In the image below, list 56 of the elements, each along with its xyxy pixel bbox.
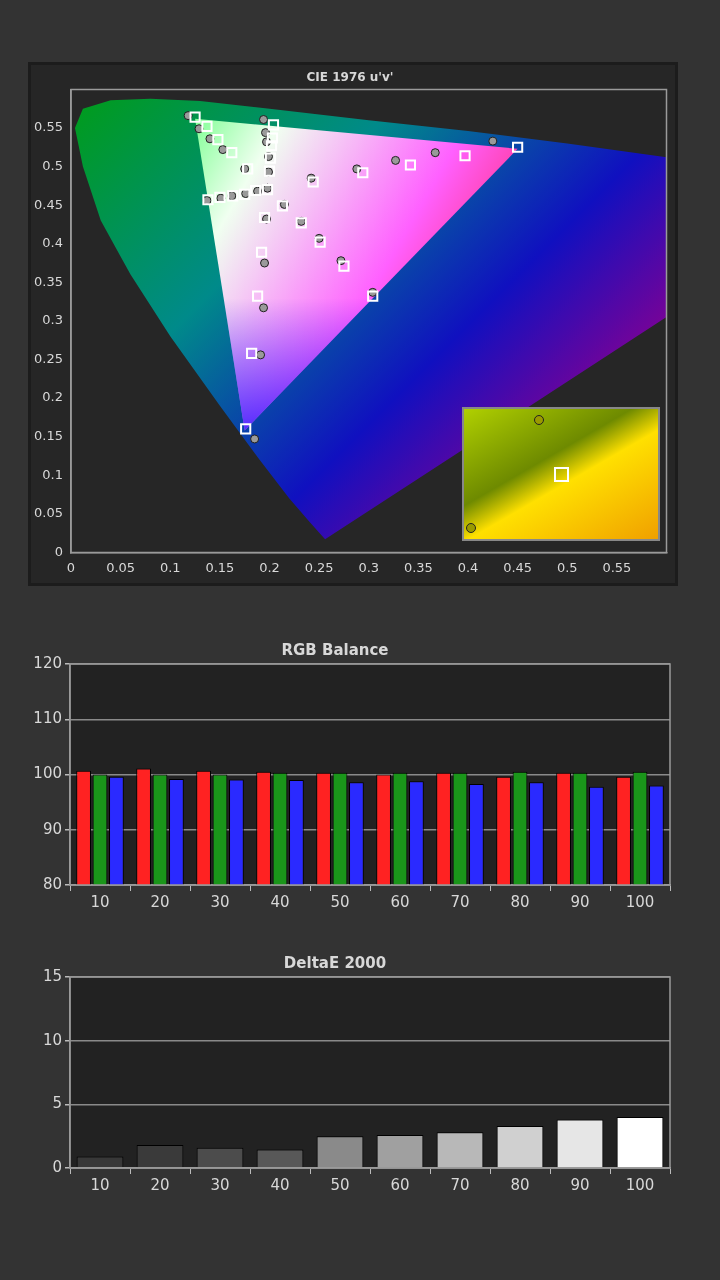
x-tick-label: 10 bbox=[90, 1175, 110, 1194]
y-tick-label: 0.1 bbox=[42, 466, 63, 482]
y-tick-label: 5 bbox=[52, 1094, 62, 1113]
x-tick-label: 60 bbox=[390, 1175, 410, 1194]
x-tick-label: 0.1 bbox=[159, 559, 181, 575]
y-tick-label: 0.35 bbox=[34, 273, 63, 289]
y-tick-label: 0.15 bbox=[34, 428, 63, 444]
x-tick-label: 0.4 bbox=[457, 559, 479, 575]
y-tick-label: 0 bbox=[52, 1157, 62, 1176]
y-tick-label: 0.25 bbox=[34, 350, 63, 366]
x-tick-label: 20 bbox=[150, 1175, 170, 1194]
x-tick-label: 20 bbox=[150, 892, 170, 911]
x-tick-label: 30 bbox=[210, 892, 230, 911]
y-tick-label: 15 bbox=[42, 966, 62, 985]
x-tick-label: 40 bbox=[270, 1175, 290, 1194]
x-tick-label: 60 bbox=[390, 892, 410, 911]
x-tick-label: 0.25 bbox=[304, 559, 334, 575]
x-tick-label: 0.55 bbox=[602, 559, 632, 575]
y-tick-label: 100 bbox=[33, 764, 62, 783]
x-tick-label: 0.15 bbox=[205, 559, 235, 575]
x-tick-label: 50 bbox=[330, 892, 350, 911]
y-tick-label: 10 bbox=[42, 1030, 62, 1049]
x-tick-label: 30 bbox=[210, 1175, 230, 1194]
y-tick-label: 0.55 bbox=[34, 119, 63, 135]
x-tick-label: 80 bbox=[510, 1175, 530, 1194]
y-tick-label: 0.3 bbox=[42, 312, 63, 328]
y-tick-label: 0.4 bbox=[42, 235, 63, 251]
x-tick-label: 90 bbox=[570, 1175, 590, 1194]
x-tick-label: 0.3 bbox=[358, 559, 380, 575]
x-tick-label: 100 bbox=[625, 892, 655, 911]
chart-title: RGB Balance bbox=[281, 640, 389, 659]
x-tick-label: 0.35 bbox=[403, 559, 433, 575]
x-tick-label: 0.5 bbox=[556, 559, 578, 575]
y-tick-label: 0.5 bbox=[42, 157, 63, 173]
x-tick-label: 80 bbox=[510, 892, 530, 911]
y-tick-label: 110 bbox=[33, 709, 62, 728]
x-tick-label: 0.05 bbox=[106, 559, 136, 575]
x-tick-label: 70 bbox=[450, 1175, 470, 1194]
y-tick-label: 0.2 bbox=[42, 389, 63, 405]
y-tick-label: 120 bbox=[33, 653, 62, 672]
x-tick-label: 40 bbox=[270, 892, 290, 911]
x-tick-label: 50 bbox=[330, 1175, 350, 1194]
y-tick-label: 0.05 bbox=[34, 505, 63, 521]
x-tick-label: 70 bbox=[450, 892, 470, 911]
x-tick-label: 10 bbox=[90, 892, 110, 911]
x-tick-label: 100 bbox=[625, 1175, 655, 1194]
y-tick-label: 80 bbox=[42, 874, 62, 893]
chart-title: CIE 1976 u'v' bbox=[306, 70, 394, 85]
x-tick-label: 90 bbox=[570, 892, 590, 911]
x-tick-label: 0.2 bbox=[259, 559, 280, 575]
y-tick-label: 0 bbox=[54, 543, 63, 559]
y-tick-label: 0.45 bbox=[34, 196, 63, 212]
chart-title: DeltaE 2000 bbox=[283, 953, 387, 972]
y-tick-label: 90 bbox=[42, 819, 62, 838]
x-tick-label: 0.45 bbox=[503, 559, 533, 575]
x-tick-label: 0 bbox=[66, 559, 76, 575]
